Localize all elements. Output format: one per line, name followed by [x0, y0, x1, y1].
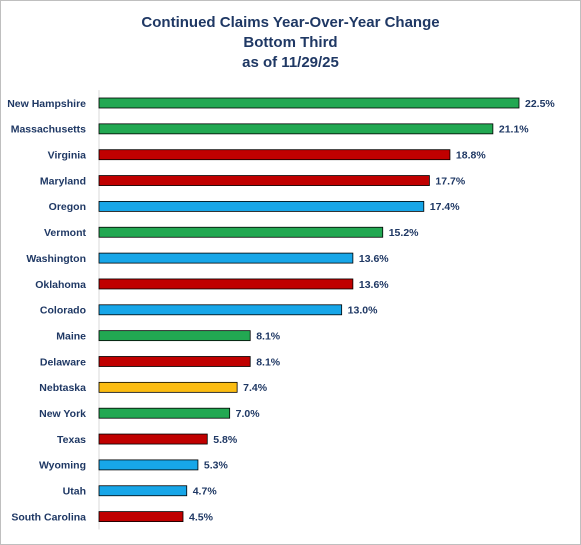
- bar-oregon: [98, 200, 425, 212]
- category-label: South Carolina: [11, 511, 86, 523]
- data-label: 21.1%: [499, 124, 529, 136]
- bar-virginia: [98, 149, 451, 161]
- chart-title-line-3: as of 11/29/25: [242, 54, 339, 71]
- category-label: Maryland: [40, 175, 86, 187]
- bar-oklahoma: [98, 278, 354, 290]
- category-label: Texas: [57, 434, 86, 446]
- bar-nebtaska: [98, 381, 238, 393]
- data-label: 5.8%: [213, 434, 238, 446]
- chart-title-line-1: Continued Claims Year-Over-Year Change: [141, 14, 440, 31]
- bar-colorado: [98, 304, 343, 316]
- bar-utah: [98, 485, 188, 497]
- category-label: Virginia: [48, 150, 86, 162]
- data-label: 7.0%: [236, 408, 261, 420]
- bar-delaware: [98, 356, 251, 367]
- category-label: Massachusetts: [11, 124, 86, 136]
- data-label: 13.6%: [359, 253, 389, 265]
- bar-maine: [98, 330, 251, 342]
- bar-wyoming: [98, 459, 199, 471]
- bar-texas: [98, 433, 208, 445]
- bar-series: [98, 97, 520, 523]
- data-label: 4.7%: [193, 486, 218, 498]
- category-label: Delaware: [40, 356, 86, 368]
- data-label: 17.7%: [435, 175, 465, 187]
- category-label: Wyoming: [39, 460, 86, 472]
- value-labels: 22.5% 21.1% 18.8% 17.7% 17.4% 15.2% 13.6% 13.6%…: [189, 98, 555, 524]
- data-label: 18.8%: [456, 150, 486, 162]
- chart-title-line-2: Bottom Third: [243, 34, 338, 51]
- bar-new-hampshire: [98, 97, 520, 109]
- bar-maryland: [98, 175, 430, 186]
- category-labels: New Hampshire Massachusetts Virginia Maryla…: [7, 98, 86, 524]
- category-label: Oklahoma: [35, 279, 86, 291]
- bar-new-york: [98, 407, 231, 419]
- category-label: New Hampshire: [7, 98, 86, 110]
- data-label: 5.3%: [204, 460, 229, 472]
- bar-washington: [98, 252, 354, 264]
- category-label: Oregon: [49, 201, 86, 213]
- category-label: Utah: [63, 486, 86, 498]
- category-label: Washington: [26, 253, 86, 265]
- category-label: Nebtaska: [39, 382, 86, 394]
- category-label: Colorado: [40, 305, 86, 317]
- bar-south-carolina: [98, 511, 184, 523]
- data-label: 8.1%: [256, 330, 281, 342]
- data-label: 8.1%: [256, 356, 281, 368]
- category-label: Vermont: [44, 227, 87, 239]
- data-label: 13.6%: [359, 279, 389, 291]
- data-label: 22.5%: [525, 98, 555, 110]
- data-label: 13.0%: [348, 305, 378, 317]
- bar-massachusetts: [98, 123, 494, 135]
- bar-vermont: [98, 226, 384, 238]
- data-label: 4.5%: [189, 511, 214, 523]
- category-label: New York: [39, 408, 86, 420]
- data-label: 15.2%: [389, 227, 419, 239]
- data-label: 7.4%: [243, 382, 268, 394]
- category-label: Maine: [56, 330, 86, 342]
- chart-title: Continued Claims Year-Over-Year Change B…: [1, 13, 580, 73]
- data-label: 17.4%: [430, 201, 460, 213]
